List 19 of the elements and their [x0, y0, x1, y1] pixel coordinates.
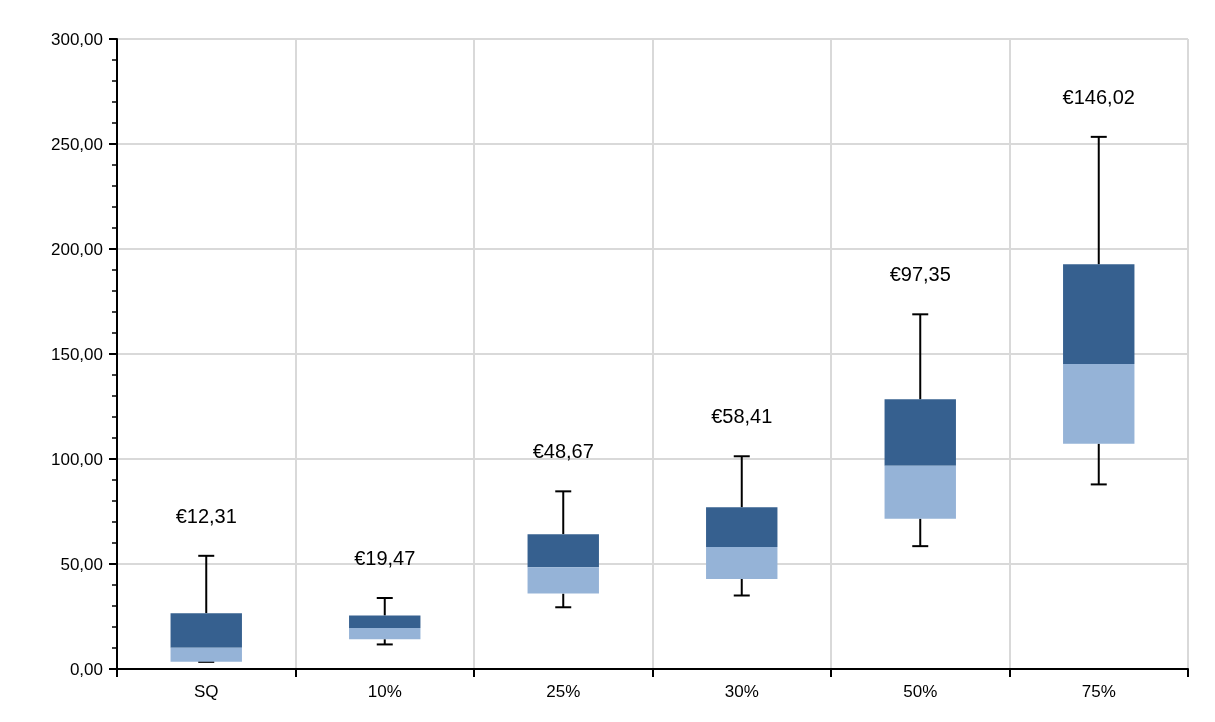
y-tick-label: 150,00	[51, 344, 103, 364]
x-tick-label: 10%	[367, 682, 402, 701]
x-tick-label: 75%	[1081, 682, 1116, 701]
annotation: €19,47	[354, 547, 416, 570]
x-tick-label: SQ	[193, 682, 219, 701]
y-tick-label: 100,00	[51, 449, 103, 469]
x-tick-label: 50%	[903, 682, 938, 701]
annotation: €146,02	[1062, 85, 1135, 108]
y-tick-label: 250,00	[51, 134, 103, 154]
x-tick-label: 25%	[546, 682, 581, 701]
annotation: €48,67	[532, 440, 594, 463]
y-tick-label: 0,00	[69, 659, 103, 679]
annotation: €97,35	[889, 263, 951, 286]
x-tick-label: 30%	[724, 682, 759, 701]
annotation: €58,41	[711, 405, 773, 428]
y-tick-label: 300,00	[51, 29, 103, 49]
y-tick-label: 200,00	[51, 239, 103, 259]
y-tick-label: 50,00	[60, 554, 103, 574]
annotation: €12,31	[175, 504, 237, 527]
